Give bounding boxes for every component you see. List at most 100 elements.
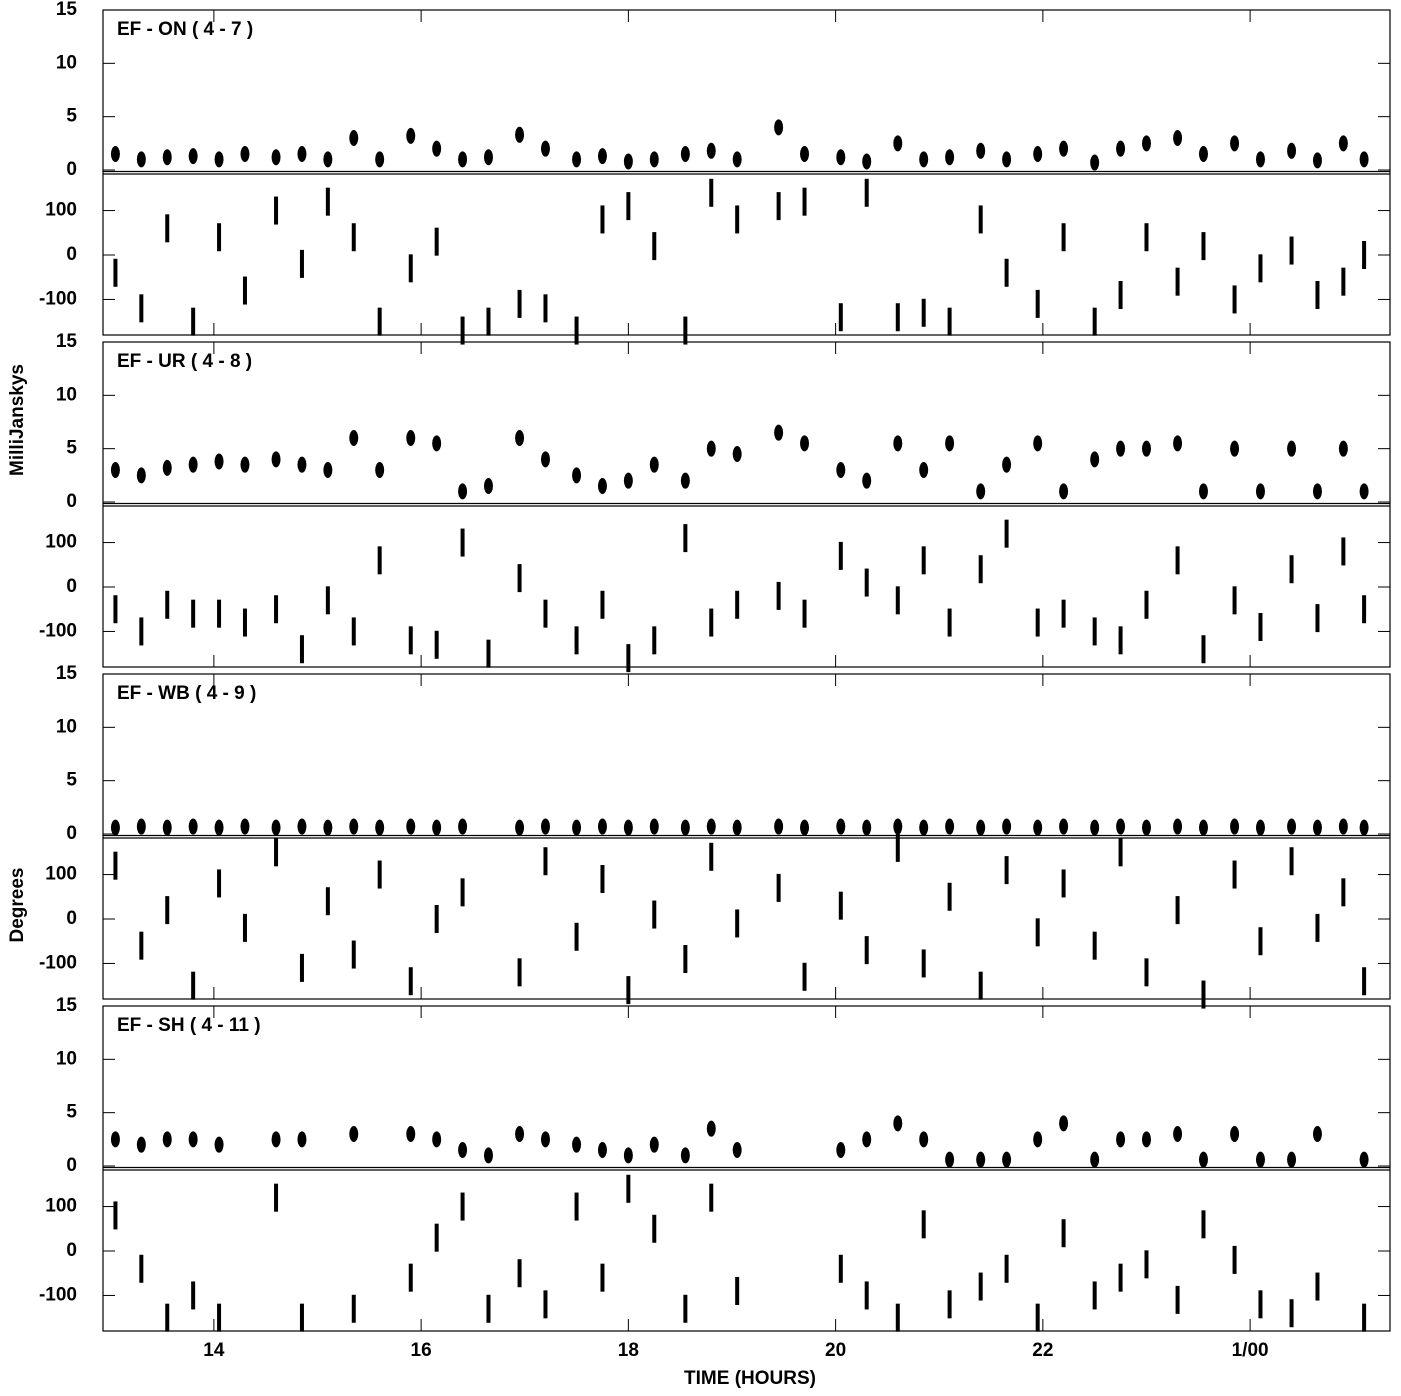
amplitude-point	[1141, 1131, 1151, 1148]
phase-point	[460, 1192, 465, 1221]
amplitude-point	[597, 1142, 607, 1158]
phase-point	[626, 644, 631, 673]
phase-point	[1315, 604, 1320, 633]
amplitude-point	[188, 1131, 198, 1148]
amplitude-point	[623, 819, 633, 836]
amplitude-point	[1359, 819, 1369, 836]
phase-point	[802, 187, 807, 216]
amplitude-point	[540, 140, 550, 157]
phase-point	[139, 1254, 144, 1283]
phase-point	[1035, 289, 1040, 318]
phase-point	[709, 1183, 714, 1212]
amplitude-point	[623, 1147, 633, 1164]
phase-point	[1232, 860, 1237, 889]
amplitude-point	[1230, 440, 1240, 457]
x-tick-label: 14	[203, 1340, 225, 1361]
y-tick-label: 10	[56, 384, 77, 405]
phase-point	[1004, 856, 1009, 885]
phase-point	[191, 1281, 196, 1310]
amplitude-point	[680, 472, 690, 489]
phase-point	[776, 581, 781, 610]
amplitude-point	[893, 135, 903, 152]
amplitude-point	[1141, 440, 1151, 457]
y-tick-label: 5	[66, 770, 77, 791]
amplitude-point	[188, 818, 198, 835]
amplitude-point	[919, 151, 929, 168]
amplitude-point	[406, 430, 416, 446]
phase-point	[574, 626, 579, 655]
panel-frame	[102, 673, 1391, 1000]
amplitude-point	[483, 478, 493, 494]
amplitude-point	[458, 483, 468, 500]
phase-point	[165, 896, 170, 925]
y-tick-label: 0	[66, 823, 77, 844]
amplitude-point	[976, 483, 986, 500]
phase-point	[1061, 223, 1066, 252]
amplitude-point	[540, 1131, 550, 1148]
phase-point	[1144, 223, 1149, 252]
phase-point	[351, 1294, 356, 1323]
phase-point	[709, 608, 714, 637]
phase-point	[864, 178, 869, 207]
phase-point	[709, 842, 714, 871]
amplitude-point	[1230, 135, 1240, 152]
phase-point	[1092, 1281, 1097, 1310]
amplitude-point	[214, 1136, 224, 1153]
amplitude-point	[432, 819, 442, 836]
amplitude-point	[214, 819, 224, 836]
phase-point	[978, 205, 983, 234]
amplitude-point	[1141, 819, 1151, 836]
phase-point	[351, 223, 356, 252]
y-tick-label: 10	[56, 716, 77, 737]
phase-point	[1175, 546, 1180, 575]
x-axis-label: TIME (HOURS)	[684, 1368, 816, 1389]
amplitude-point	[240, 146, 250, 162]
amplitude-point	[706, 818, 716, 835]
phase-point	[1061, 1219, 1066, 1248]
amplitude-point	[706, 142, 716, 159]
amplitude-point	[1230, 1126, 1240, 1142]
amplitude-point	[1033, 1131, 1043, 1148]
amplitude-point	[1198, 483, 1208, 500]
phase-point	[1118, 838, 1123, 867]
phase-point	[1175, 267, 1180, 296]
phase-point	[1201, 980, 1206, 1009]
phase-point	[838, 541, 843, 570]
amplitude-point	[110, 1131, 120, 1148]
amplitude-point	[1090, 819, 1100, 836]
y2-tick-label: 100	[45, 864, 77, 885]
amplitude-point	[1312, 819, 1322, 836]
amplitude-point	[349, 1126, 359, 1142]
amplitude-point	[1312, 152, 1322, 169]
amplitude-point	[136, 151, 146, 168]
phase-point	[683, 945, 688, 973]
amplitude-point	[188, 456, 198, 473]
amplitude-point	[800, 146, 810, 162]
amplitude-point	[706, 440, 716, 457]
phase-point	[1092, 307, 1097, 336]
phase-point	[217, 1303, 222, 1332]
amplitude-point	[240, 456, 250, 473]
phase-point	[1061, 869, 1066, 898]
amplitude-point	[976, 142, 986, 159]
panel-frame	[102, 1005, 1391, 1332]
phase-point	[1144, 590, 1149, 619]
phase-point	[838, 891, 843, 920]
phase-point	[776, 192, 781, 221]
amplitude-point	[1173, 818, 1183, 835]
phase-point	[274, 1183, 279, 1212]
amplitude-point	[1338, 818, 1348, 835]
phase-point	[165, 590, 170, 619]
phase-point	[113, 1201, 118, 1230]
amplitude-point	[945, 435, 955, 452]
phase-point	[274, 196, 279, 225]
amplitude-point	[375, 151, 385, 168]
phase-point	[1118, 281, 1123, 309]
phase-point	[434, 1223, 439, 1252]
amplitude-point	[375, 462, 385, 478]
phase-point	[1289, 236, 1294, 265]
phase-point	[895, 586, 900, 615]
panel-frame	[102, 341, 1391, 668]
amplitude-point	[483, 149, 493, 166]
